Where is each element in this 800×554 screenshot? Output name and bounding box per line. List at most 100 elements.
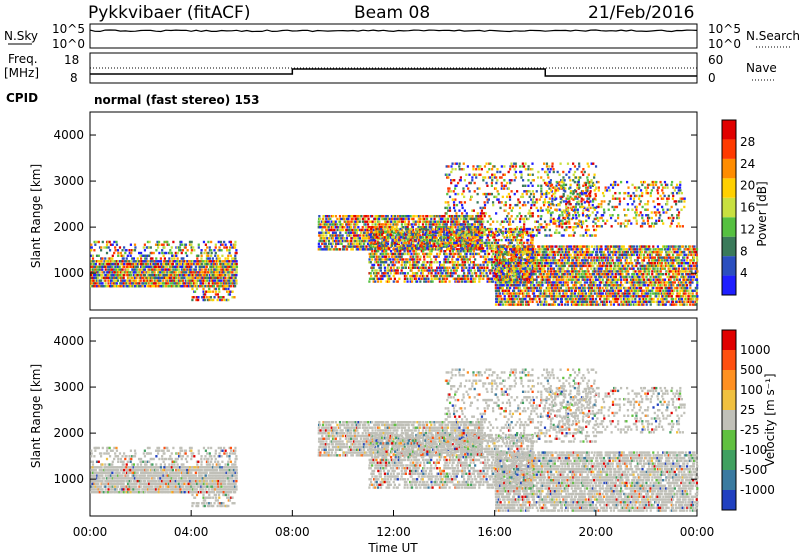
power-cell — [135, 282, 138, 285]
power-cell — [523, 292, 526, 295]
power-cell — [453, 269, 456, 272]
power-cell — [187, 282, 190, 285]
cpid-text: normal (fast stereo) 153 — [94, 93, 260, 107]
power-cell — [558, 223, 561, 226]
power-cell — [475, 236, 478, 239]
power-cell — [523, 201, 526, 204]
power-cell — [518, 286, 522, 290]
power-cell — [216, 284, 219, 288]
power-cell — [460, 203, 464, 207]
power-cell — [488, 192, 491, 196]
power-cell — [371, 249, 374, 253]
power-cell — [207, 240, 210, 244]
power-cell — [160, 265, 164, 269]
power-cell — [408, 261, 412, 264]
power-cell — [173, 257, 176, 260]
power-cell — [389, 269, 392, 272]
power-cell — [384, 258, 387, 261]
power-cell — [475, 173, 478, 176]
power-cell — [420, 272, 423, 275]
power-cell — [531, 179, 534, 182]
power-cell — [530, 198, 533, 201]
power-cell — [444, 266, 447, 269]
power-cell — [183, 282, 186, 285]
power-cell — [514, 275, 517, 279]
power-cell — [149, 284, 153, 288]
power-cell — [448, 280, 451, 283]
power-cell — [535, 267, 538, 270]
power-cell — [485, 181, 488, 185]
power-cell — [495, 195, 498, 199]
power-cell — [131, 268, 134, 271]
power-cell — [420, 236, 423, 239]
power-cell — [486, 192, 490, 196]
power-cell — [455, 228, 458, 232]
power-cell — [132, 284, 135, 288]
power-cell — [506, 250, 509, 254]
power-cell — [90, 262, 93, 266]
power-cell — [361, 234, 364, 237]
power-cell — [572, 234, 575, 237]
power-cell — [402, 214, 405, 218]
power-cell — [593, 176, 596, 179]
power-cell — [366, 242, 370, 246]
power-cell — [379, 258, 383, 261]
cpid-label: CPID — [6, 91, 38, 105]
power-cell — [370, 241, 373, 245]
power-cell — [151, 284, 154, 288]
power-cell — [468, 234, 471, 237]
power-cell — [505, 270, 509, 273]
power-cell — [99, 249, 103, 252]
power-cell — [481, 241, 484, 245]
power-cell — [447, 245, 450, 248]
power-cell — [438, 274, 442, 278]
power-cell — [500, 238, 503, 242]
power-cell — [371, 214, 374, 218]
power-cell — [450, 230, 453, 234]
power-cell — [548, 209, 551, 212]
power-cell — [460, 214, 463, 218]
power-cell — [195, 284, 199, 288]
power-cell — [521, 284, 524, 287]
power-cell — [432, 233, 435, 236]
power-cell — [104, 284, 107, 288]
power-cell — [459, 277, 462, 281]
power-cell — [447, 247, 450, 250]
power-cell — [132, 279, 135, 282]
power-cell — [443, 258, 446, 261]
power-cell — [515, 248, 519, 251]
power-cell — [444, 220, 447, 223]
power-cell — [455, 263, 458, 267]
power-cell — [499, 300, 502, 304]
power-cell — [492, 249, 495, 253]
power-cell — [468, 230, 471, 234]
power-cell — [493, 165, 496, 168]
power-cell — [517, 289, 520, 292]
power-cell — [492, 203, 495, 207]
power-cell — [510, 281, 513, 284]
power-cell — [444, 258, 447, 261]
power-cell — [568, 170, 571, 174]
power-cell — [148, 240, 151, 244]
power-cell — [529, 206, 533, 210]
power-cell — [165, 265, 168, 269]
power-cell — [424, 277, 428, 281]
power-cell — [368, 272, 371, 275]
power-cell — [382, 238, 386, 242]
power-cell — [152, 251, 155, 255]
power-cell — [394, 244, 397, 247]
power-cell — [98, 284, 101, 288]
power-cell — [532, 289, 535, 292]
power-cell — [524, 231, 527, 234]
power-cell — [469, 274, 472, 278]
power-cell — [232, 279, 235, 282]
power-cell — [228, 293, 232, 296]
power-cell — [136, 271, 139, 274]
power-cell — [505, 278, 509, 281]
power-cell — [462, 226, 465, 229]
power-cell — [538, 231, 541, 234]
power-cell — [459, 176, 462, 179]
power-cell — [317, 245, 320, 248]
power-cell — [449, 241, 452, 245]
power-cell — [178, 260, 182, 263]
